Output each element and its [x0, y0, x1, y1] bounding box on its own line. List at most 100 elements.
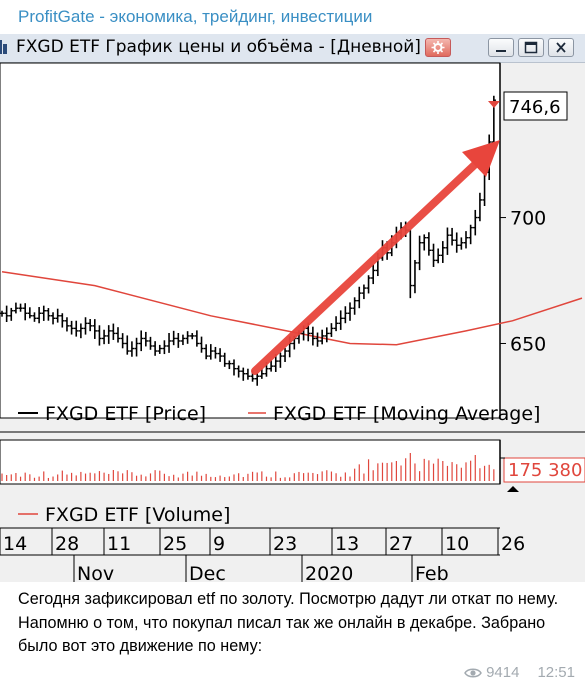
- day-tick-label: 10: [445, 533, 469, 555]
- price-bar: [268, 359, 274, 372]
- price-bar: [282, 348, 288, 362]
- price-bar: [13, 302, 19, 314]
- last-price-label: 746,6: [509, 97, 561, 118]
- price-bar: [60, 313, 65, 328]
- price-bar: [454, 232, 459, 253]
- price-bar: [459, 237, 464, 250]
- price-bar: [278, 352, 283, 368]
- price-bar: [190, 333, 195, 340]
- price-bar: [333, 316, 339, 332]
- price-bar: [324, 327, 329, 343]
- price-bar: [371, 263, 376, 285]
- price-bar: [319, 329, 325, 345]
- day-tick-label: 27: [389, 533, 413, 555]
- price-bar: [97, 325, 102, 346]
- price-tick-label: 700: [510, 208, 546, 230]
- price-bar: [463, 231, 469, 249]
- options-button[interactable]: [425, 38, 451, 57]
- price-bar: [152, 341, 158, 356]
- price-bar: [69, 320, 74, 335]
- last-price-box: [503, 91, 568, 121]
- price-bar: [64, 317, 70, 332]
- price-bar: [329, 323, 334, 337]
- chart-window: FXGD ETF График цены и объёма - [Дневной…: [0, 34, 585, 582]
- price-bar: [440, 241, 445, 263]
- price-bar: [125, 335, 130, 355]
- minimize-icon: [496, 50, 506, 52]
- legend-volume-label: FXGD ETF [Volume]: [45, 504, 230, 526]
- maximize-button[interactable]: [518, 38, 544, 57]
- price-bar: [194, 330, 200, 347]
- price-bar: [115, 327, 121, 343]
- price-bar: [445, 227, 450, 255]
- price-bar: [101, 329, 107, 345]
- price-bar: [468, 224, 473, 245]
- price-bar: [227, 360, 232, 370]
- price-bar: [180, 334, 186, 346]
- price-plot-area: [0, 62, 501, 419]
- last-volume-box: [503, 457, 585, 483]
- day-tick-label: 28: [55, 533, 79, 555]
- price-bar: [41, 305, 46, 321]
- price-bar: [473, 209, 478, 236]
- moving-average-line: [1, 270, 583, 346]
- day-tick-label: 23: [273, 533, 297, 555]
- window-titlebar[interactable]: FXGD ETF График цены и объёма - [Дневной…: [0, 34, 585, 63]
- price-bar: [255, 372, 260, 386]
- price-bar: [83, 317, 88, 335]
- price-bar: [120, 333, 125, 349]
- price-bar: [231, 359, 237, 376]
- price-bar: [417, 235, 422, 271]
- last-volume-label: 175 380: [508, 460, 582, 481]
- price-bar: [157, 344, 162, 354]
- month-tick-label: 2020: [305, 563, 353, 582]
- day-tick-label: 9: [213, 533, 225, 555]
- minimize-button[interactable]: [488, 38, 514, 57]
- legend-price-label: FXGD ETF [Price]: [45, 403, 206, 425]
- channel-name[interactable]: ProfitGate - экономика, трейдинг, инвест…: [18, 7, 373, 26]
- price-bar: [426, 232, 432, 256]
- price-bar: [357, 286, 362, 309]
- price-tick-label: 650: [510, 333, 546, 355]
- price-bar: [366, 275, 371, 294]
- price-bar: [412, 259, 418, 294]
- close-button[interactable]: [548, 38, 574, 57]
- price-bar: [273, 354, 278, 372]
- price-bar: [134, 337, 139, 357]
- price-bar: [162, 340, 167, 355]
- price-bar: [9, 307, 14, 321]
- message-time: 12:51: [537, 664, 575, 681]
- day-tick-label: 14: [3, 533, 27, 555]
- price-bar: [431, 243, 436, 267]
- moving-average-layer: [1, 270, 583, 346]
- price-bar: [32, 312, 37, 322]
- price-bar: [176, 332, 181, 348]
- day-tick-label: 13: [335, 533, 359, 555]
- channel-header[interactable]: ProfitGate - экономика, трейдинг, инвест…: [0, 0, 585, 34]
- volume-legend: FXGD ETF [Volume]: [18, 504, 230, 526]
- caption-text: Сегодня зафиксировал etf по золоту. Посм…: [18, 590, 559, 655]
- message-meta: 9414 12:51: [464, 664, 575, 681]
- price-bar: [87, 319, 93, 332]
- price-bar: [213, 346, 218, 359]
- arrow-annotation: [251, 140, 500, 375]
- price-bar: [245, 368, 251, 380]
- price-bar: [36, 307, 42, 324]
- price-bar: [0, 310, 5, 317]
- price-ticks-layer: 650 700: [500, 208, 546, 355]
- window-title: FXGD ETF График цены и объёма - [Дневной…: [16, 37, 421, 57]
- price-bar: [338, 310, 343, 330]
- eye-icon: [464, 668, 482, 678]
- price-bar: [477, 192, 483, 222]
- view-count: 9414: [486, 664, 520, 681]
- price-bar: [111, 323, 116, 340]
- date-ticks-layer: 14 28 11 25 9 23 13 27 10 26 Nov Dec 2020 Feb: [0, 528, 525, 582]
- price-volume-chart[interactable]: 650 700 746,6 FXGD ETF [Price] FXGD ETF […: [0, 34, 585, 582]
- close-icon: [556, 42, 566, 53]
- price-bar: [222, 352, 227, 367]
- volume-scroll-icon[interactable]: [507, 486, 519, 492]
- price-bar: [148, 336, 153, 350]
- day-tick-label: 26: [501, 533, 525, 555]
- price-bar: [185, 331, 190, 344]
- price-bar: [361, 284, 367, 300]
